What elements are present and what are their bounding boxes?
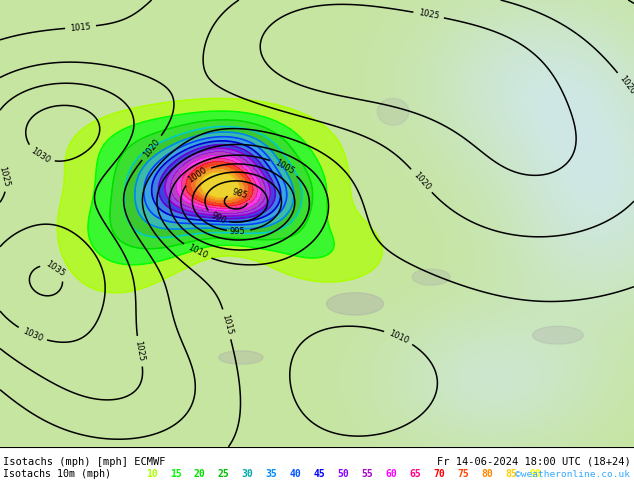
Text: 90: 90 [529, 469, 541, 479]
Text: 1020: 1020 [142, 137, 162, 159]
Text: 30: 30 [242, 469, 254, 479]
Text: 40: 40 [290, 469, 302, 479]
Text: 995: 995 [230, 227, 245, 236]
Text: 1005: 1005 [273, 158, 295, 176]
Text: ©weatheronline.co.uk: ©weatheronline.co.uk [515, 470, 630, 479]
Text: 1015: 1015 [220, 313, 234, 336]
Text: Isotachs (mph) [mph] ECMWF: Isotachs (mph) [mph] ECMWF [3, 457, 165, 466]
Polygon shape [533, 326, 583, 344]
Text: 65: 65 [410, 469, 421, 479]
Text: 15: 15 [170, 469, 182, 479]
Text: 1025: 1025 [417, 9, 440, 21]
Text: 1000: 1000 [186, 165, 209, 185]
Text: 60: 60 [385, 469, 398, 479]
Text: 55: 55 [361, 469, 373, 479]
Text: 1010: 1010 [186, 243, 209, 261]
Polygon shape [412, 269, 450, 285]
Text: 985: 985 [231, 188, 249, 201]
Text: 990: 990 [209, 211, 228, 226]
Text: 1025: 1025 [0, 165, 11, 188]
Text: 10: 10 [146, 469, 158, 479]
Polygon shape [219, 351, 263, 364]
Text: 25: 25 [218, 469, 230, 479]
Text: 1035: 1035 [44, 259, 67, 278]
Text: 70: 70 [434, 469, 445, 479]
Text: Fr 14-06-2024 18:00 UTC (18+24): Fr 14-06-2024 18:00 UTC (18+24) [437, 457, 631, 466]
Text: Isotachs 10m (mph): Isotachs 10m (mph) [3, 469, 111, 479]
Text: 1025: 1025 [134, 340, 146, 362]
Text: 50: 50 [338, 469, 349, 479]
Polygon shape [377, 98, 409, 125]
Text: 1030: 1030 [29, 146, 51, 165]
Text: 1030: 1030 [21, 326, 44, 343]
Text: 1015: 1015 [70, 22, 91, 32]
Text: 1020: 1020 [411, 170, 432, 192]
Text: 45: 45 [314, 469, 325, 479]
Text: 20: 20 [194, 469, 206, 479]
Text: 75: 75 [457, 469, 469, 479]
Text: 85: 85 [505, 469, 517, 479]
Text: 1020: 1020 [618, 74, 634, 97]
Text: 80: 80 [481, 469, 493, 479]
Text: 35: 35 [266, 469, 278, 479]
Polygon shape [327, 293, 384, 315]
Text: 1010: 1010 [387, 328, 410, 345]
